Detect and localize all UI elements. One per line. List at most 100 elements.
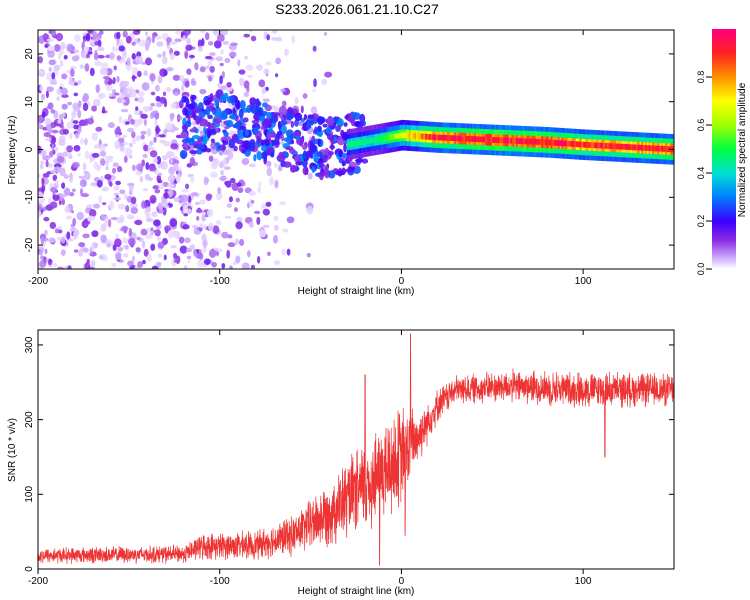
noise-blob — [144, 42, 150, 52]
colorbar-tick-label: 0.6 — [696, 119, 706, 132]
noise-blob — [199, 66, 206, 73]
ridge-cell — [612, 143, 615, 150]
noise-blob — [43, 216, 50, 222]
noise-blob — [86, 117, 94, 125]
noise-blob — [153, 136, 157, 143]
noise-blob — [131, 131, 136, 139]
noise-blob — [92, 98, 101, 107]
noise-blob — [151, 34, 156, 44]
ridge-blob — [279, 120, 288, 126]
noise-blob — [300, 105, 304, 114]
ridge-cell — [357, 139, 360, 146]
ridge-cell — [394, 133, 397, 140]
noise-blob — [162, 155, 168, 161]
noise-blob — [131, 66, 139, 76]
ridge-cell — [657, 145, 660, 152]
noise-blob — [42, 172, 50, 178]
noise-blob — [106, 243, 111, 248]
noise-blob — [91, 105, 98, 112]
spectrogram-xlabel: Height of straight line (km) — [298, 286, 415, 297]
noise-blob — [273, 224, 279, 231]
noise-blob — [48, 66, 53, 72]
noise-blob — [82, 247, 89, 253]
ridge-cell — [386, 134, 390, 141]
ridge-blob — [338, 157, 343, 164]
noise-blob — [203, 176, 209, 186]
noise-blob — [55, 32, 64, 42]
ridge-cell — [572, 141, 575, 147]
noise-blob — [174, 38, 182, 43]
noise-blob — [227, 150, 234, 160]
ridge-cell — [512, 137, 515, 144]
noise-blob — [101, 214, 106, 221]
ridge-cell — [537, 139, 540, 145]
ridge-blob — [359, 113, 366, 124]
noise-blob — [39, 85, 44, 92]
ridge-cell — [419, 133, 422, 140]
noise-blob — [113, 65, 117, 71]
noise-blob — [119, 145, 125, 152]
noise-blob — [60, 87, 68, 96]
noise-blob — [117, 203, 126, 210]
noise-blob — [273, 162, 278, 168]
noise-blob — [163, 254, 167, 261]
ridge-blob — [325, 126, 332, 135]
ridge-cell — [608, 143, 611, 149]
noise-blob — [220, 175, 227, 182]
noise-blob — [256, 256, 261, 264]
noise-blob — [220, 169, 224, 176]
ridge-blob — [258, 115, 266, 122]
noise-blob — [313, 78, 317, 88]
ridge-cell — [584, 141, 588, 148]
ridge-cell — [648, 145, 651, 152]
ridge-cell — [406, 132, 410, 139]
ridge-blob — [256, 150, 262, 161]
noise-blob — [243, 80, 250, 89]
noise-blob — [77, 152, 81, 157]
ridge-cell — [594, 142, 597, 149]
noise-blob — [132, 137, 137, 145]
ridge-blob — [336, 124, 341, 131]
noise-blob — [156, 234, 162, 242]
noise-blob — [249, 30, 253, 33]
ridge-blob — [231, 133, 239, 141]
noise-blob — [179, 74, 185, 83]
x-tick-label: 100 — [575, 576, 592, 587]
noise-blob — [101, 202, 107, 206]
noise-blob — [56, 96, 61, 101]
noise-blob — [54, 228, 60, 234]
noise-blob — [262, 208, 270, 216]
noise-blob — [248, 163, 256, 168]
noise-blob — [170, 102, 177, 109]
ridge-cell — [546, 139, 549, 146]
noise-blob — [44, 229, 48, 236]
noise-blob — [66, 121, 74, 130]
ridge-cell — [408, 132, 411, 139]
ridge-cell — [363, 138, 366, 145]
ridge-blob — [329, 145, 336, 150]
noise-blob — [47, 102, 54, 110]
noise-blob — [51, 136, 57, 144]
noise-blob — [141, 61, 146, 65]
noise-blob — [97, 39, 102, 47]
noise-blob — [115, 46, 119, 53]
noise-blob — [150, 81, 155, 85]
ridge-cell — [472, 136, 475, 142]
ridge-cell — [434, 134, 437, 141]
ridge-blob — [302, 150, 308, 160]
noise-blob — [215, 56, 224, 62]
noise-blob — [51, 72, 56, 80]
noise-blob — [201, 38, 205, 47]
noise-blob — [38, 115, 44, 124]
noise-blob — [208, 248, 217, 258]
noise-blob — [247, 250, 251, 258]
noise-blob — [43, 206, 47, 212]
noise-blob — [163, 69, 168, 76]
colorbar-gradient — [712, 29, 736, 269]
ridge-cell — [639, 144, 642, 151]
noise-blob — [111, 45, 116, 53]
ridge-blob — [248, 141, 256, 152]
colorbar-tick-label: 0.2 — [696, 215, 706, 228]
noise-blob — [145, 57, 153, 66]
ridge-cell — [421, 133, 424, 140]
